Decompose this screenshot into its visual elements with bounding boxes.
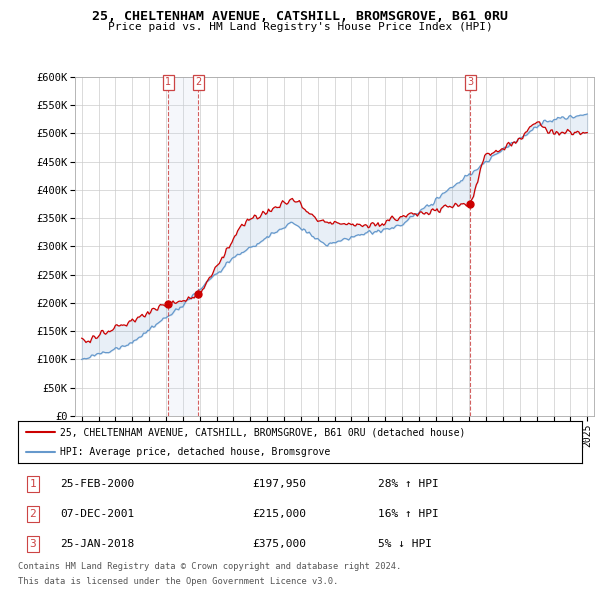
Text: 25-FEB-2000: 25-FEB-2000 bbox=[60, 479, 134, 489]
Text: 2: 2 bbox=[29, 509, 37, 519]
Text: 3: 3 bbox=[29, 539, 37, 549]
Text: £197,950: £197,950 bbox=[252, 479, 306, 489]
Text: 07-DEC-2001: 07-DEC-2001 bbox=[60, 509, 134, 519]
Text: Contains HM Land Registry data © Crown copyright and database right 2024.: Contains HM Land Registry data © Crown c… bbox=[18, 562, 401, 571]
Text: 2: 2 bbox=[195, 77, 202, 87]
Text: 1: 1 bbox=[29, 479, 37, 489]
Text: 5% ↓ HPI: 5% ↓ HPI bbox=[378, 539, 432, 549]
Text: This data is licensed under the Open Government Licence v3.0.: This data is licensed under the Open Gov… bbox=[18, 577, 338, 586]
Text: 28% ↑ HPI: 28% ↑ HPI bbox=[378, 479, 439, 489]
Text: 1: 1 bbox=[165, 77, 171, 87]
Text: 3: 3 bbox=[467, 77, 473, 87]
Text: Price paid vs. HM Land Registry's House Price Index (HPI): Price paid vs. HM Land Registry's House … bbox=[107, 22, 493, 32]
Text: 25-JAN-2018: 25-JAN-2018 bbox=[60, 539, 134, 549]
Text: 16% ↑ HPI: 16% ↑ HPI bbox=[378, 509, 439, 519]
Text: HPI: Average price, detached house, Bromsgrove: HPI: Average price, detached house, Brom… bbox=[60, 447, 331, 457]
Text: 25, CHELTENHAM AVENUE, CATSHILL, BROMSGROVE, B61 0RU (detached house): 25, CHELTENHAM AVENUE, CATSHILL, BROMSGR… bbox=[60, 427, 466, 437]
Text: 25, CHELTENHAM AVENUE, CATSHILL, BROMSGROVE, B61 0RU: 25, CHELTENHAM AVENUE, CATSHILL, BROMSGR… bbox=[92, 10, 508, 23]
Text: £215,000: £215,000 bbox=[252, 509, 306, 519]
Bar bbox=[168, 77, 199, 416]
Text: £375,000: £375,000 bbox=[252, 539, 306, 549]
